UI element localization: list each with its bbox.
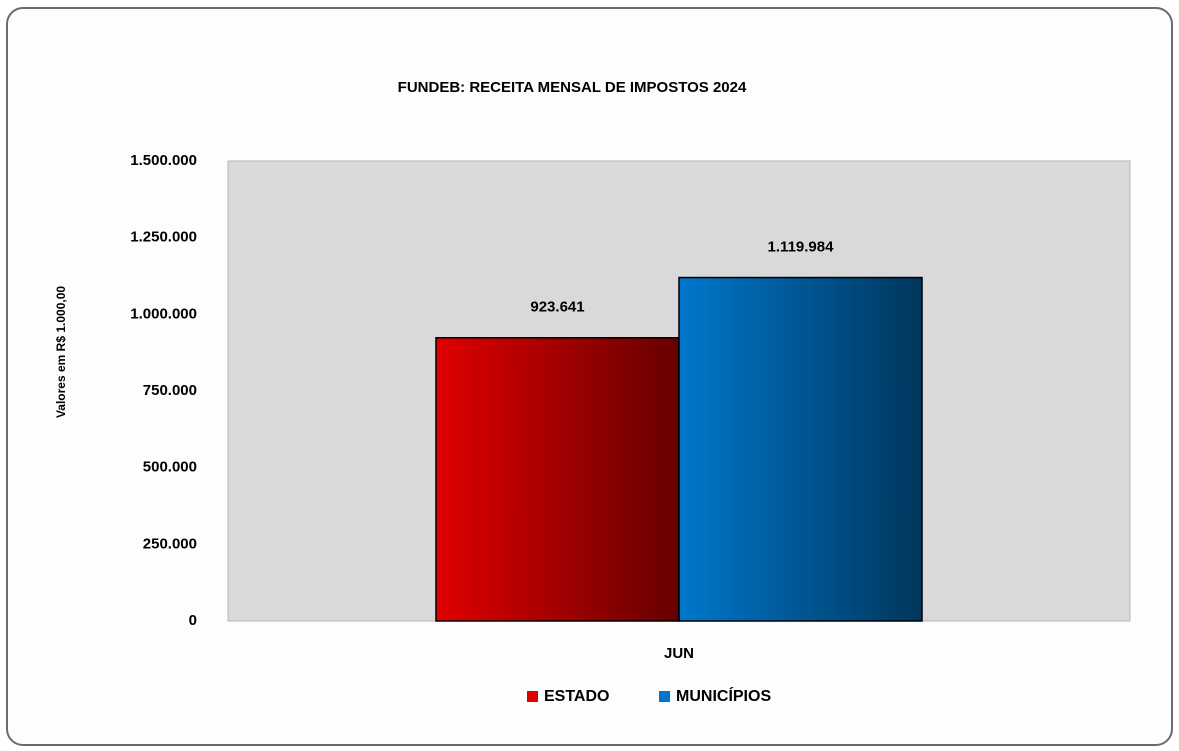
- y-tick-label: 1.500.000: [130, 152, 197, 169]
- y-tick-label: 0: [189, 612, 197, 629]
- y-tick-label: 1.000.000: [130, 305, 197, 322]
- legend-swatch: [659, 691, 670, 702]
- x-tick-label: JUN: [664, 645, 694, 662]
- y-axis-label: Valores em R$ 1.000,00: [54, 286, 68, 418]
- data-label: 1.119.984: [768, 239, 835, 256]
- y-tick-label: 250.000: [143, 535, 197, 552]
- y-tick-label: 500.000: [143, 459, 197, 476]
- y-tick-label: 750.000: [143, 382, 197, 399]
- legend-label: ESTADO: [544, 688, 609, 705]
- bar: [435, 337, 680, 622]
- chart-title: FUNDEB: RECEITA MENSAL DE IMPOSTOS 2024: [398, 79, 747, 96]
- bar: [678, 276, 923, 622]
- legend-label: MUNICÍPIOS: [676, 686, 771, 705]
- data-label: 923.641: [530, 299, 584, 316]
- legend-swatch: [527, 691, 538, 702]
- y-tick-label: 1.250.000: [130, 229, 197, 246]
